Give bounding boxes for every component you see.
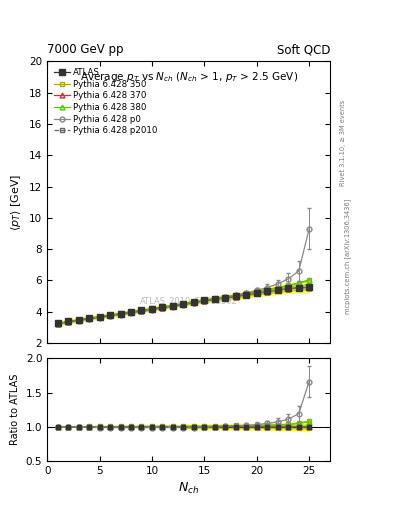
Text: Average $p_T$ vs $N_{ch}$ ($N_{ch}$ > 1, $p_T$ > 2.5 GeV): Average $p_T$ vs $N_{ch}$ ($N_{ch}$ > 1,…: [79, 70, 298, 84]
Y-axis label: $\langle p_T \rangle$ [GeV]: $\langle p_T \rangle$ [GeV]: [9, 174, 24, 231]
Text: Soft QCD: Soft QCD: [277, 44, 330, 56]
X-axis label: $N_{ch}$: $N_{ch}$: [178, 481, 199, 496]
Text: 7000 GeV pp: 7000 GeV pp: [47, 44, 124, 56]
Text: Rivet 3.1.10, ≥ 3M events: Rivet 3.1.10, ≥ 3M events: [340, 100, 346, 186]
Y-axis label: Ratio to ATLAS: Ratio to ATLAS: [10, 374, 20, 445]
Text: ATLAS_2010_S8918562: ATLAS_2010_S8918562: [140, 296, 238, 305]
Legend: ATLAS, Pythia 6.428 350, Pythia 6.428 370, Pythia 6.428 380, Pythia 6.428 p0, Py: ATLAS, Pythia 6.428 350, Pythia 6.428 37…: [51, 66, 160, 138]
Text: mcplots.cern.ch [arXiv:1306.3436]: mcplots.cern.ch [arXiv:1306.3436]: [344, 198, 351, 314]
